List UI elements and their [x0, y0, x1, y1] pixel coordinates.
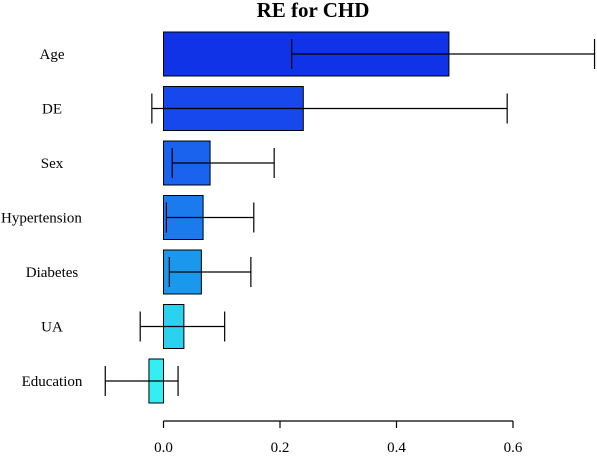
x-axis: 0.0 0.2 0.4 0.6 [154, 420, 523, 456]
category-label-hypertension: Hypertension [1, 211, 82, 227]
category-label-de: DE [42, 102, 62, 118]
chart-title: RE for CHD [257, 0, 370, 22]
x-tick-label: 0.2 [271, 440, 290, 456]
category-label-age: Age [40, 47, 65, 63]
category-label-ua: UA [41, 320, 63, 336]
category-label-sex: Sex [41, 156, 64, 172]
x-tick-label: 0.6 [504, 440, 523, 456]
x-tick-label: 0.0 [154, 440, 173, 456]
category-label-education: Education [22, 374, 83, 390]
category-label-diabetes: Diabetes [26, 265, 79, 281]
plot-area: Age DE Sex Hypertension Diabetes UA Education [1, 31, 596, 404]
x-tick-label: 0.4 [387, 440, 406, 456]
